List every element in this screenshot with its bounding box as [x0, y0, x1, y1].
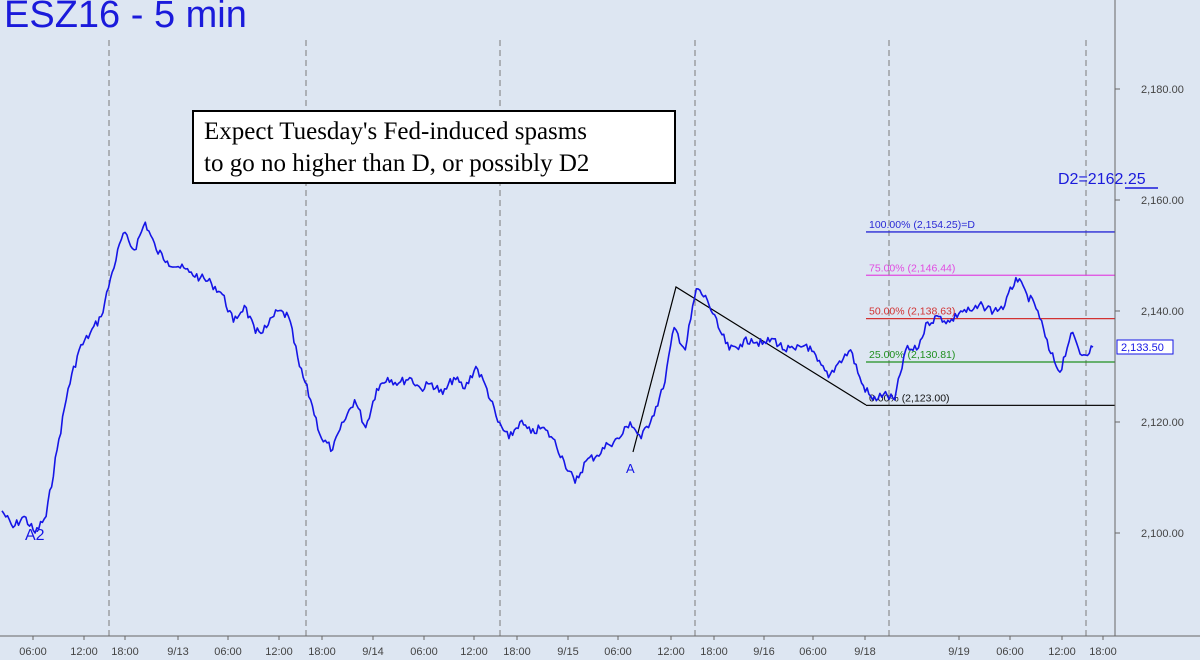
fib-level-label: 25.00% (2,130.81): [869, 349, 955, 361]
y-tick-label: 2,180.00: [1141, 84, 1184, 96]
x-tick-label: 12:00: [265, 646, 293, 658]
y-tick-label: 2,160.00: [1141, 195, 1184, 207]
x-tick-label: 06:00: [799, 646, 827, 658]
x-tick-label: 9/18: [854, 646, 875, 658]
y-tick-label: 2,100.00: [1141, 528, 1184, 540]
y-tick-label: 2,140.00: [1141, 306, 1184, 318]
x-tick-label: 06:00: [996, 646, 1024, 658]
x-tick-label: 18:00: [1089, 646, 1117, 658]
x-tick-label: 06:00: [604, 646, 632, 658]
annotation-box: Expect Tuesday's Fed-induced spasms to g…: [192, 110, 676, 184]
x-tick-label: 18:00: [503, 646, 531, 658]
x-axis-ticks: 06:00 12:00 18:00 9/13 06:00 12:00 18:00 9/14 06…: [19, 636, 1117, 658]
x-tick-label: 06:00: [410, 646, 438, 658]
annotation-line-1: Expect Tuesday's Fed-induced spasms: [204, 118, 587, 145]
y-tick-label: 2,120.00: [1141, 417, 1184, 429]
x-tick-label: 06:00: [19, 646, 47, 658]
d2-target-label: D2=2162.25: [1058, 171, 1146, 188]
chart-title: ESZ16 - 5 min: [4, 0, 247, 36]
x-tick-label: 9/16: [753, 646, 774, 658]
fib-level-label: 0.00% (2,123.00): [869, 392, 950, 404]
last-price-badge: [1116, 339, 1174, 355]
x-tick-label: 9/15: [557, 646, 578, 658]
swing-leg-line: [632, 286, 867, 453]
x-tick-label: 18:00: [700, 646, 728, 658]
point-label: A: [626, 461, 635, 476]
fib-level-label: 50.00% (2,138.63): [869, 306, 955, 318]
x-tick-label: 12:00: [70, 646, 98, 658]
x-tick-label: 12:00: [657, 646, 685, 658]
price-series-line: [1, 221, 1094, 534]
fib-level-label: 100.00% (2,154.25)=D: [869, 219, 975, 231]
x-tick-label: 18:00: [308, 646, 336, 658]
x-tick-label: 9/13: [167, 646, 188, 658]
x-tick-label: 9/19: [948, 646, 969, 658]
point-labels: A2 A: [25, 461, 635, 544]
y-axis-ticks: 2,100.00 2,120.00 2,140.00 2,160.00 2,180.00: [1115, 84, 1184, 540]
annotation-line-2: to go no higher than D, or possibly D2: [204, 150, 590, 177]
x-tick-label: 12:00: [1048, 646, 1076, 658]
x-tick-label: 9/14: [362, 646, 383, 658]
x-tick-label: 18:00: [111, 646, 139, 658]
x-tick-label: 12:00: [460, 646, 488, 658]
last-price-label: 2,133.50: [1121, 342, 1164, 354]
fib-level-label: 75.00% (2,146.44): [869, 262, 955, 274]
fibonacci-levels: 100.00% (2,154.25)=D 75.00% (2,146.44) 50.…: [866, 219, 1115, 407]
x-tick-label: 06:00: [214, 646, 242, 658]
point-label: A2: [25, 527, 45, 544]
